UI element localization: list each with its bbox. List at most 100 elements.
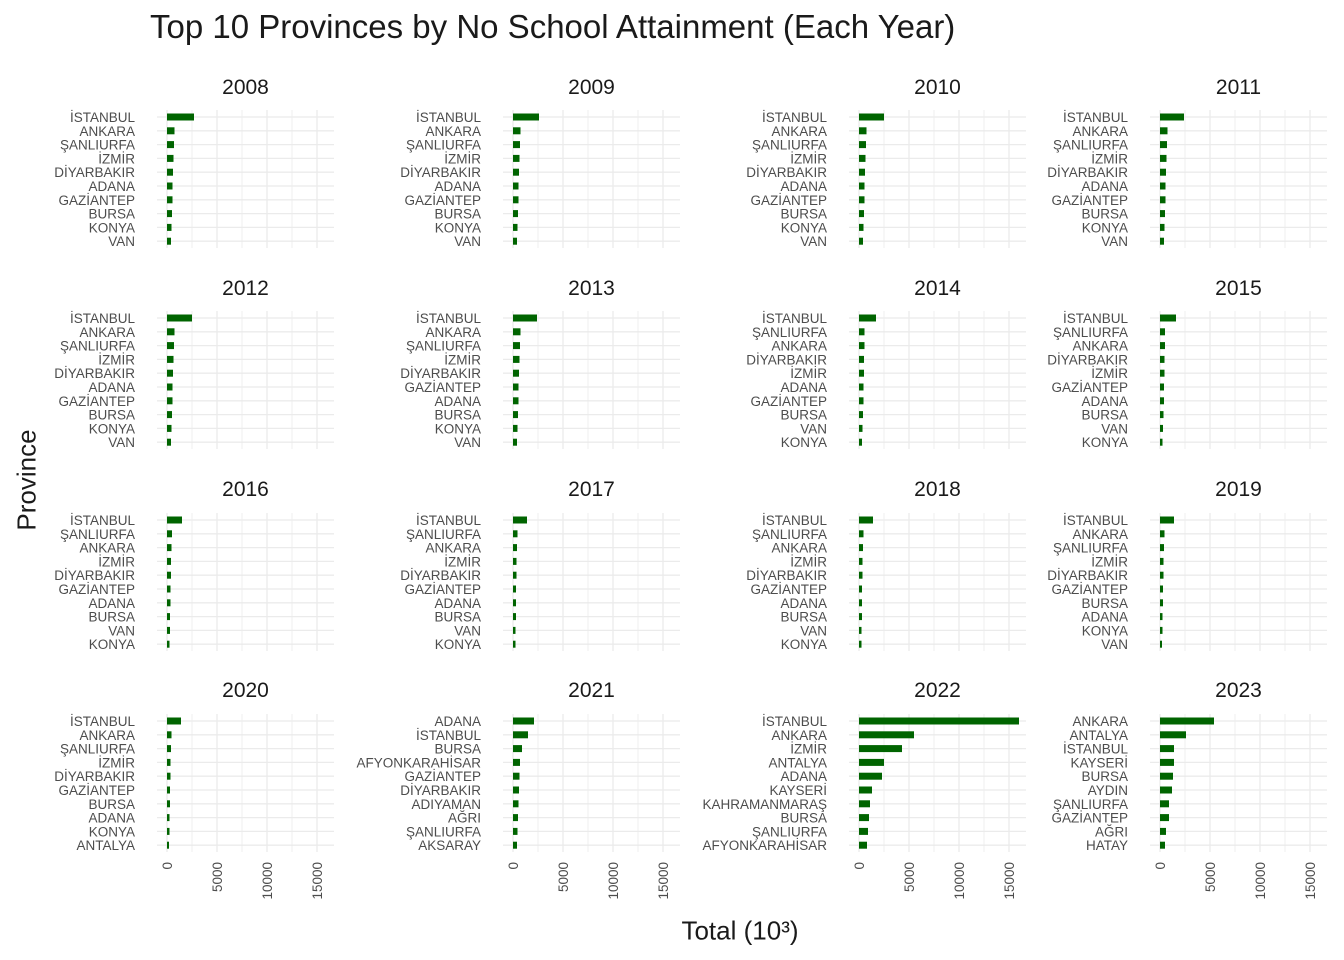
y-tick-label: ADANA (1081, 610, 1128, 625)
y-tick-label: ŞANLIURFA (1053, 325, 1128, 340)
bar (513, 223, 518, 231)
bar (167, 626, 170, 634)
y-tick-label: DİYARBAKIR (54, 568, 135, 583)
bar (167, 342, 174, 350)
panel-2016: 2016 İSTANBULŞANLIURFAANKARAİZMİRDİYARBAK… (54, 478, 334, 652)
y-tick-label: GAZİANTEP (750, 193, 827, 208)
bar (513, 113, 539, 121)
bar (1160, 237, 1164, 245)
x-tick-label: 0 (852, 862, 867, 870)
y-tick-label: ANTALYA (1069, 728, 1128, 743)
y-tick-label: ADANA (1081, 179, 1128, 194)
y-tick-label: ANKARA (1072, 124, 1128, 139)
y-tick-label: KONYA (89, 220, 135, 235)
y-tick-label: İSTANBUL (1063, 110, 1129, 125)
panel-title: 2008 (222, 76, 269, 99)
y-tick-label: KONYA (89, 421, 135, 436)
bar (1160, 841, 1165, 849)
y-tick-label: GAZİANTEP (404, 582, 481, 597)
bar (167, 154, 174, 162)
y-tick-label: İZMİR (790, 366, 827, 381)
panel-2022: 2022 İSTANBULANKARAİZMİRANTALYAADANAKAYSE… (702, 679, 1026, 900)
bar (513, 411, 518, 419)
y-tick-label: ŞANLIURFA (60, 527, 135, 542)
panel-title: 2018 (914, 478, 961, 501)
y-tick-label: GAZİANTEP (58, 193, 135, 208)
bar (859, 154, 866, 162)
bar (1160, 369, 1165, 377)
panel-title: 2021 (568, 679, 615, 702)
x-tick-label: 0 (506, 862, 521, 870)
panel-title: 2020 (222, 679, 269, 702)
x-tick-label: 0 (1153, 862, 1168, 870)
bar (859, 613, 862, 621)
bar (1160, 772, 1173, 780)
y-tick-label: ŞANLIURFA (60, 742, 135, 757)
bar (1160, 411, 1164, 419)
y-tick-label: İZMİR (98, 352, 135, 367)
bar (1160, 383, 1164, 391)
panel-title: 2009 (568, 76, 615, 99)
y-tick-label: İSTANBUL (762, 110, 828, 125)
panel-2011: 2011 İSTANBULANKARAŞANLIURFAİZMİRDİYARBAK… (1047, 76, 1327, 249)
y-tick-label: ADANA (434, 714, 481, 729)
y-tick-label: GAZİANTEP (750, 582, 827, 597)
bar (859, 530, 864, 538)
y-tick-label: İZMİR (98, 755, 135, 770)
y-tick-label: ANKARA (771, 728, 827, 743)
bar (859, 786, 872, 794)
bar (167, 745, 171, 753)
y-tick-label: İZMİR (790, 742, 827, 757)
y-tick-label: GAZİANTEP (1051, 380, 1128, 395)
y-tick-label: ADANA (780, 179, 827, 194)
y-tick-label: ANKARA (425, 325, 481, 340)
bar (1160, 530, 1165, 538)
y-tick-label: BURSA (1081, 207, 1128, 222)
bar (1160, 113, 1184, 121)
y-tick-label: AĞRI (448, 811, 481, 826)
y-tick-label: DİYARBAKIR (1047, 352, 1128, 367)
y-tick-label: GAZİANTEP (1051, 582, 1128, 597)
bar (859, 168, 865, 176)
y-tick-label: ANKARA (425, 124, 481, 139)
bar (513, 182, 519, 190)
y-tick-label: ADANA (88, 380, 135, 395)
bar (167, 544, 172, 552)
bar (1160, 571, 1164, 579)
panel-2019: 2019 İSTANBULANKARAŞANLIURFAİZMİRDİYARBAK… (1047, 478, 1327, 652)
y-tick-label: AĞRI (1095, 824, 1128, 839)
y-tick-label: ŞANLIURFA (60, 138, 135, 153)
y-tick-label: BURSA (780, 408, 827, 423)
y-tick-label: KONYA (1082, 220, 1128, 235)
bar (167, 182, 173, 190)
bar (513, 571, 517, 579)
bar (167, 210, 172, 218)
y-tick-label: VAN (1101, 234, 1128, 249)
y-tick-label: ANKARA (1072, 714, 1128, 729)
panel-title: 2011 (1216, 76, 1261, 99)
y-tick-label: BURSA (780, 811, 827, 826)
bar (859, 328, 865, 336)
y-tick-label: İSTANBUL (416, 513, 482, 528)
bar (513, 814, 518, 822)
bar (513, 544, 517, 552)
panel-2010: 2010 İSTANBULANKARAŞANLIURFAİZMİRDİYARBAK… (746, 76, 1026, 249)
bar (1160, 516, 1174, 524)
bar (513, 772, 520, 780)
bar (859, 544, 863, 552)
bar (1160, 758, 1174, 766)
bar (513, 613, 516, 621)
y-tick-label: ŞANLIURFA (406, 824, 481, 839)
bar (1160, 640, 1162, 648)
bar (167, 113, 194, 121)
y-tick-label: ŞANLIURFA (60, 339, 135, 354)
y-tick-label: GAZİANTEP (58, 783, 135, 798)
bar (513, 516, 527, 524)
bar (1160, 210, 1165, 218)
bar (1160, 786, 1172, 794)
y-tick-label: KONYA (1082, 435, 1128, 450)
y-tick-label: GAZİANTEP (404, 380, 481, 395)
y-tick-label: İSTANBUL (1063, 513, 1129, 528)
bar (859, 800, 870, 808)
bar (1160, 599, 1163, 607)
